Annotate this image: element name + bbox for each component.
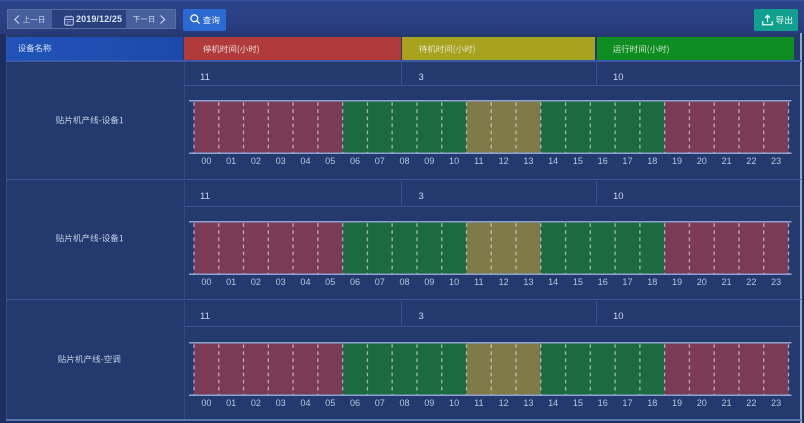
svg-text:06: 06 (350, 398, 360, 408)
svg-text:16: 16 (598, 398, 608, 408)
svg-text:05: 05 (325, 277, 335, 287)
svg-text:21: 21 (722, 156, 732, 166)
svg-text:07: 07 (375, 156, 385, 166)
svg-text:03: 03 (276, 277, 286, 287)
svg-text:13: 13 (523, 398, 533, 408)
svg-text:18: 18 (647, 277, 657, 287)
svg-text:19: 19 (672, 277, 682, 287)
svg-text:19: 19 (672, 398, 682, 408)
svg-text:09: 09 (424, 277, 434, 287)
svg-text:11: 11 (474, 398, 483, 408)
svg-text:10: 10 (449, 398, 459, 408)
svg-text:17: 17 (622, 156, 632, 166)
svg-text:20: 20 (697, 398, 707, 408)
svg-text:06: 06 (350, 277, 360, 287)
svg-text:16: 16 (598, 156, 608, 166)
svg-text:07: 07 (375, 398, 385, 408)
svg-text:14: 14 (548, 398, 558, 408)
svg-text:00: 00 (201, 277, 211, 287)
svg-text:21: 21 (722, 277, 732, 287)
svg-text:12: 12 (499, 156, 509, 166)
svg-text:09: 09 (424, 398, 434, 408)
svg-text:15: 15 (573, 156, 583, 166)
svg-text:02: 02 (251, 156, 261, 166)
svg-text:03: 03 (276, 398, 286, 408)
svg-text:01: 01 (226, 156, 236, 166)
svg-text:13: 13 (523, 277, 533, 287)
svg-text:21: 21 (722, 398, 732, 408)
svg-text:12: 12 (499, 277, 509, 287)
svg-text:16: 16 (598, 277, 608, 287)
svg-text:01: 01 (226, 277, 236, 287)
svg-text:20: 20 (697, 156, 707, 166)
svg-text:13: 13 (523, 156, 533, 166)
svg-text:23: 23 (771, 156, 781, 166)
svg-text:00: 00 (201, 398, 211, 408)
svg-text:22: 22 (746, 398, 756, 408)
svg-text:19: 19 (672, 156, 682, 166)
svg-text:14: 14 (548, 156, 558, 166)
svg-text:06: 06 (350, 156, 360, 166)
svg-text:18: 18 (647, 398, 657, 408)
svg-text:04: 04 (300, 277, 310, 287)
svg-text:22: 22 (746, 156, 756, 166)
svg-text:09: 09 (424, 156, 434, 166)
svg-text:03: 03 (276, 156, 286, 166)
svg-text:18: 18 (647, 156, 657, 166)
svg-text:17: 17 (622, 277, 632, 287)
svg-text:08: 08 (399, 277, 409, 287)
svg-text:10: 10 (449, 156, 459, 166)
svg-text:05: 05 (325, 156, 335, 166)
svg-text:01: 01 (226, 398, 236, 408)
svg-text:22: 22 (746, 277, 756, 287)
svg-text:02: 02 (251, 277, 261, 287)
svg-text:11: 11 (474, 277, 483, 287)
svg-text:12: 12 (499, 398, 509, 408)
svg-text:02: 02 (251, 398, 261, 408)
svg-text:11: 11 (474, 156, 483, 166)
svg-text:23: 23 (771, 277, 781, 287)
svg-text:07: 07 (375, 277, 385, 287)
svg-text:23: 23 (771, 398, 781, 408)
svg-text:04: 04 (300, 398, 310, 408)
svg-text:17: 17 (622, 398, 632, 408)
svg-text:08: 08 (399, 156, 409, 166)
svg-text:05: 05 (325, 398, 335, 408)
svg-text:15: 15 (573, 398, 583, 408)
svg-text:20: 20 (697, 277, 707, 287)
svg-text:08: 08 (399, 398, 409, 408)
svg-text:00: 00 (201, 156, 211, 166)
svg-text:04: 04 (300, 156, 310, 166)
svg-text:14: 14 (548, 277, 558, 287)
svg-text:15: 15 (573, 277, 583, 287)
svg-text:10: 10 (449, 277, 459, 287)
